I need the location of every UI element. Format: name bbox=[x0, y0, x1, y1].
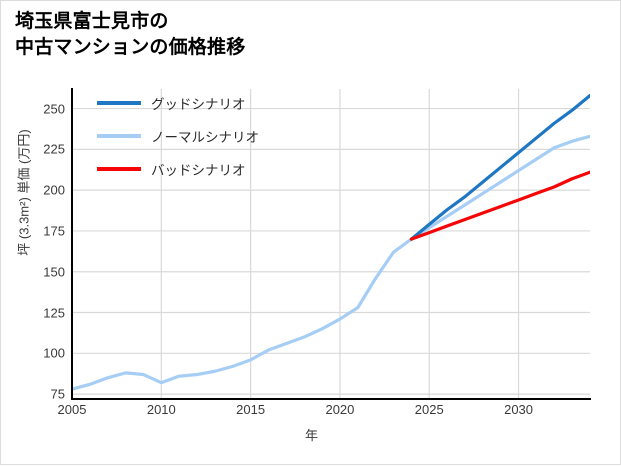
y-tick-label: 150 bbox=[43, 264, 65, 280]
legend-item[interactable]: バッドシナリオ bbox=[97, 159, 259, 179]
legend-color-swatch bbox=[97, 167, 141, 171]
legend-item[interactable]: ノーマルシナリオ bbox=[97, 126, 259, 146]
y-tick-label: 125 bbox=[43, 305, 65, 321]
y-tick-label: 175 bbox=[43, 223, 65, 239]
legend-color-swatch bbox=[97, 134, 141, 138]
series-line bbox=[409, 93, 590, 241]
y-axis-tick-labels: 75 100 125 150 175 200 225 250 bbox=[1, 1, 65, 466]
y-tick-label: 250 bbox=[43, 101, 65, 117]
x-tick-label: 2025 bbox=[414, 402, 444, 417]
legend-label: ノーマルシナリオ bbox=[151, 130, 259, 145]
series-line bbox=[409, 170, 590, 241]
y-tick-label: 200 bbox=[43, 182, 65, 198]
series-line bbox=[72, 134, 590, 391]
legend-color-swatch bbox=[97, 101, 141, 105]
plot-area bbox=[72, 89, 590, 399]
gridlines bbox=[72, 89, 590, 399]
y-axis-label: 坪 (3.3m²) 単価 (万円) bbox=[16, 129, 32, 256]
x-axis-line bbox=[71, 398, 591, 400]
x-tick-label: 2015 bbox=[236, 402, 266, 417]
y-tick-label: 225 bbox=[43, 141, 65, 157]
y-axis-line bbox=[71, 88, 73, 400]
x-tick-label: 2020 bbox=[325, 402, 355, 417]
legend-label: バッドシナリオ bbox=[151, 163, 246, 178]
series-lines bbox=[72, 93, 590, 391]
plot-svg bbox=[72, 89, 590, 399]
y-tick-label: 75 bbox=[50, 386, 65, 402]
x-tick-label: 2005 bbox=[57, 402, 87, 417]
x-tick-label: 2010 bbox=[146, 402, 176, 417]
chart-title: 埼玉県富士見市の 中古マンションの価格推移 bbox=[15, 11, 246, 58]
x-tick-label: 2030 bbox=[504, 402, 534, 417]
y-tick-label: 100 bbox=[43, 345, 65, 361]
legend-label: グッドシナリオ bbox=[151, 97, 246, 112]
x-axis-label: 年 bbox=[304, 428, 318, 443]
chart-legend: グッドシナリオ ノーマルシナリオ バッドシナリオ bbox=[97, 93, 259, 179]
legend-item[interactable]: グッドシナリオ bbox=[97, 93, 259, 113]
